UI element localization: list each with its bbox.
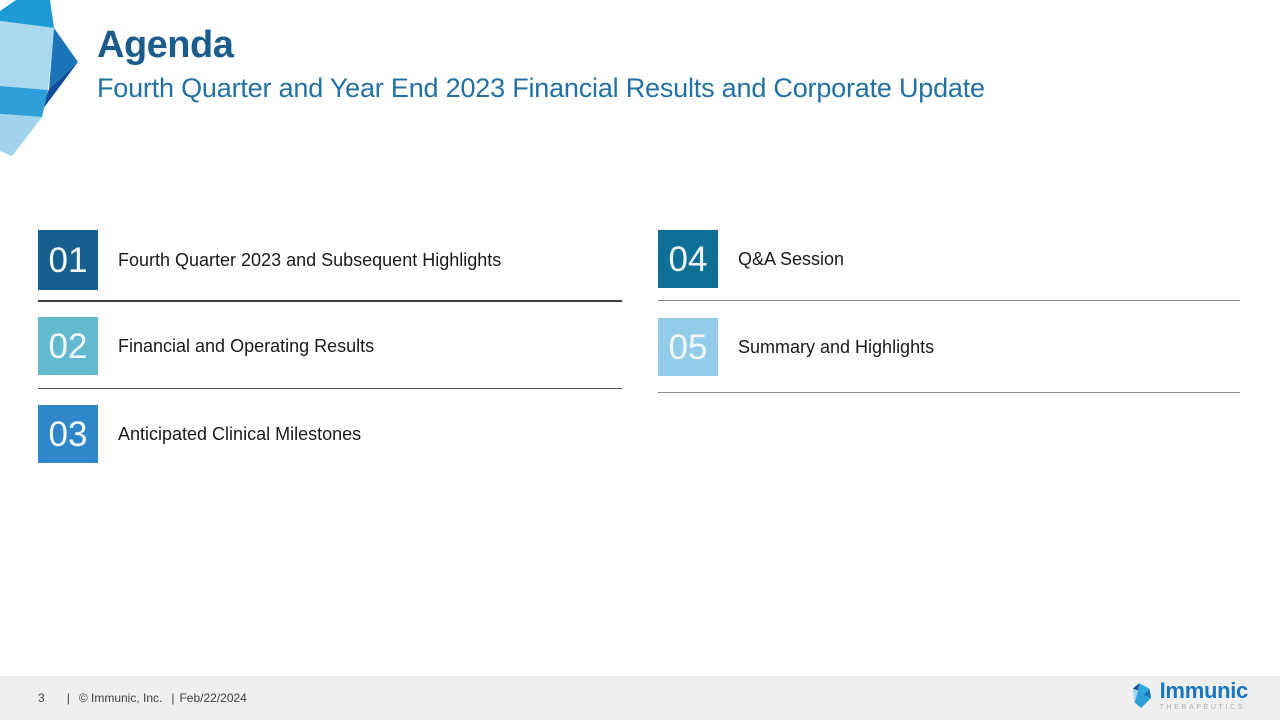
agenda-item-4: 04 Q&A Session (658, 230, 844, 288)
header: Agenda Fourth Quarter and Year End 2023 … (97, 24, 985, 104)
footer-divider: | (66, 691, 70, 705)
logo-gem-icon (1132, 682, 1151, 708)
agenda-item-3: 03 Anticipated Clinical Milestones (38, 405, 361, 463)
item-number: 02 (48, 326, 88, 366)
page-number: 3 (38, 691, 45, 705)
item-number-box: 04 (658, 230, 718, 288)
item-number: 05 (668, 327, 708, 367)
logo-wordmark: Immunic (1159, 678, 1249, 703)
item-label: Fourth Quarter 2023 and Subsequent Highl… (118, 249, 502, 270)
agenda-item-1: 01 Fourth Quarter 2023 and Subsequent Hi… (38, 230, 501, 290)
logo-text: Immunic THERAPEUTICS (1159, 678, 1249, 712)
logo-subtext: THERAPEUTICS (1159, 704, 1245, 711)
item-label: Financial and Operating Results (118, 335, 375, 356)
footer-text: 3 | © Immunic, Inc. | Feb/22/2024 (0, 691, 247, 705)
separator-line (658, 300, 1240, 301)
item-number: 01 (48, 240, 88, 280)
copyright-text: © Immunic, Inc. (78, 691, 163, 705)
footer-divider: | (171, 691, 175, 705)
agenda-item-5: 05 Summary and Highlights (658, 318, 934, 376)
item-label: Anticipated Clinical Milestones (118, 423, 362, 444)
item-number-box: 05 (658, 318, 718, 376)
corner-gem-graphic (0, 0, 78, 156)
page-subtitle: Fourth Quarter and Year End 2023 Financi… (97, 73, 985, 103)
separator-line (658, 392, 1240, 393)
item-number: 04 (668, 239, 708, 279)
item-number-box: 01 (38, 230, 98, 290)
item-label: Summary and Highlights (738, 336, 935, 357)
slide-date: Feb/22/2024 (179, 691, 247, 705)
item-number: 03 (48, 414, 88, 454)
footer-bar: 3 | © Immunic, Inc. | Feb/22/2024 Immuni… (0, 676, 1280, 720)
item-label: Q&A Session (738, 248, 845, 269)
agenda-item-2: 02 Financial and Operating Results (38, 317, 374, 375)
immunic-logo: Immunic THERAPEUTICS (1130, 680, 1248, 711)
separator-line (38, 300, 622, 302)
page-title: Agenda (97, 24, 234, 66)
item-number-box: 03 (38, 405, 98, 463)
item-number-box: 02 (38, 317, 98, 375)
separator-line (38, 388, 622, 389)
